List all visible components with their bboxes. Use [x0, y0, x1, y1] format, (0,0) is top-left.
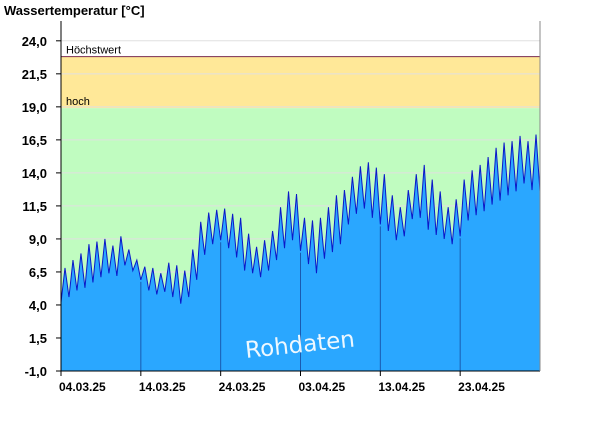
x-gridlines — [140, 226, 461, 371]
series-line-rohdaten — [60, 134, 541, 304]
x-tick-label: 04.03.25 — [59, 380, 106, 394]
x-tick-label: 23.04.25 — [458, 380, 505, 394]
y-axis-title: Wassertemperatur [°C] — [4, 3, 145, 18]
y-tick-label: 16,5 — [22, 133, 47, 148]
y-tick-label: 21,5 — [22, 67, 47, 82]
y-tick-label: 4,0 — [29, 298, 47, 313]
x-tick-label: 13.04.25 — [378, 380, 425, 394]
series-area — [60, 56, 541, 371]
y-tick-label: 24,0 — [22, 34, 47, 49]
band-label-hoechstwert: Höchstwert — [66, 45, 121, 57]
y-tick-label: -1,0 — [25, 364, 47, 379]
x-tick-labels: 04.03.25 14.03.25 24.03.25 03.04.25 13.04.25… — [59, 380, 505, 394]
band-label-hoch: hoch — [66, 96, 90, 108]
band-hoch — [61, 56, 540, 109]
x-tick-label: 24.03.25 — [219, 380, 266, 394]
y-tick-label: 6,5 — [29, 265, 47, 280]
x-tick-label: 03.04.25 — [299, 380, 346, 394]
series-fill-rohdaten — [61, 134, 540, 371]
band-labels: Höchstwert hoch — [66, 45, 121, 109]
y-tick-labels: 24,0 21,5 19,0 16,5 14,0 11,5 9,0 6,5 4,0 1,5 -1,0 — [22, 34, 47, 379]
y-tick-label: 11,5 — [22, 199, 47, 214]
y-tick-label: 19,0 — [22, 100, 47, 115]
y-tick-label: 9,0 — [29, 232, 47, 247]
x-tick-label: 14.03.25 — [139, 380, 186, 394]
y-tick-label: 14,0 — [22, 166, 47, 181]
axes — [56, 21, 541, 376]
y-tick-label: 1,5 — [29, 331, 47, 346]
